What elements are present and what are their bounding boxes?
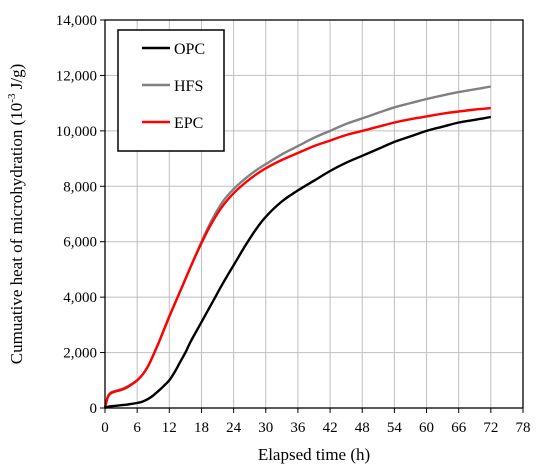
x-tick-label: 48 xyxy=(355,420,370,436)
x-tick-label: 0 xyxy=(101,420,109,436)
y-axis-label-unit: J/g) xyxy=(7,64,26,94)
x-tick-label: 66 xyxy=(451,420,467,436)
x-tick-label: 6 xyxy=(133,420,141,436)
y-tick-label: 12,000 xyxy=(56,68,97,84)
legend-box xyxy=(117,29,225,152)
x-tick-label: 12 xyxy=(162,420,177,436)
x-tick-label: 78 xyxy=(516,420,531,436)
y-tick-label: 0 xyxy=(90,401,98,417)
x-tick-label: 72 xyxy=(483,420,498,436)
x-tick-label: 54 xyxy=(387,420,403,436)
y-axis-label-main: Cumuative heat of microhydration (10 xyxy=(7,103,26,365)
plot-frame xyxy=(104,19,524,409)
y-tick-label: 14,000 xyxy=(56,13,97,29)
y-tick-label: 10,000 xyxy=(56,124,97,140)
legend-label-opc: OPC xyxy=(174,41,205,58)
y-tick-label: 2,000 xyxy=(63,346,97,362)
x-tick-label: 24 xyxy=(226,420,242,436)
y-tick-label: 8,000 xyxy=(63,179,97,195)
x-tick-label: 30 xyxy=(258,420,273,436)
y-axis-label: Cumuative heat of microhydration (10-3 J… xyxy=(6,64,26,364)
series-layer xyxy=(103,85,492,410)
series-line-opc xyxy=(104,115,492,410)
ticks: 0 6 12 18 24 30 36 42 48 54 60 66 72 78 0 2,000 4,000 6,0… xyxy=(56,13,531,436)
legend-label-epc: EPC xyxy=(174,115,203,132)
y-axis-label-exponent: -3 xyxy=(6,93,18,103)
x-tick-label: 60 xyxy=(419,420,434,436)
x-axis-label: Elapsed time (h) xyxy=(258,445,370,464)
series-line-epc xyxy=(103,106,491,409)
x-tick-label: 18 xyxy=(194,420,209,436)
y-tick-label: 4,000 xyxy=(63,290,97,306)
x-tick-label: 42 xyxy=(323,420,338,436)
x-tick-label: 36 xyxy=(290,420,306,436)
legend: OPC HFS EPC xyxy=(117,29,225,152)
legend-label-hfs: HFS xyxy=(174,78,203,95)
y-tick-label: 6,000 xyxy=(63,235,97,251)
